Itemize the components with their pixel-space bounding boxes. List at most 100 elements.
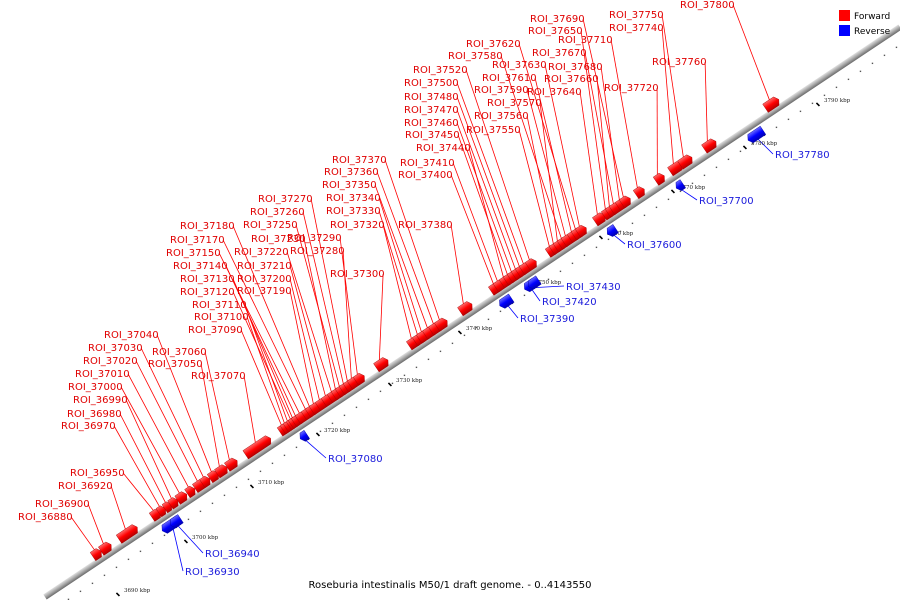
forward-feature-label[interactable]: ROI_37640 (527, 87, 582, 98)
forward-feature-label[interactable]: ROI_37330 (326, 206, 381, 217)
forward-feature-label[interactable]: ROI_37380 (398, 220, 453, 231)
forward-feature-label[interactable]: ROI_37350 (322, 180, 377, 191)
reverse-feature-label[interactable]: ROI_36930 (185, 567, 240, 578)
forward-feature-label[interactable]: ROI_37320 (330, 220, 385, 231)
forward-feature-label[interactable]: ROI_37300 (330, 269, 385, 280)
forward-feature[interactable] (373, 356, 391, 373)
forward-feature[interactable] (652, 172, 667, 186)
forward-feature-label[interactable]: ROI_37620 (466, 39, 521, 50)
forward-feature[interactable] (167, 496, 181, 510)
forward-feature-label[interactable]: ROI_37130 (180, 274, 235, 285)
forward-feature-label[interactable]: ROI_37550 (466, 125, 521, 136)
forward-feature-label[interactable]: ROI_37610 (482, 73, 537, 84)
forward-feature-label[interactable]: ROI_37410 (400, 158, 455, 169)
forward-feature-label[interactable]: ROI_37460 (404, 118, 459, 129)
forward-feature-label[interactable]: ROI_36920 (58, 481, 113, 492)
forward-feature[interactable] (762, 95, 782, 113)
forward-feature-label[interactable]: ROI_37290 (287, 233, 342, 244)
forward-feature-label[interactable]: ROI_37500 (404, 78, 459, 89)
forward-feature-label[interactable]: ROI_37360 (324, 167, 379, 178)
forward-feature-label[interactable]: ROI_37560 (474, 111, 529, 122)
forward-feature-label[interactable]: ROI_37220 (234, 247, 289, 258)
forward-feature[interactable] (618, 194, 633, 209)
forward-feature-label[interactable]: ROI_37230 (251, 234, 306, 245)
forward-feature[interactable] (161, 500, 174, 514)
forward-feature-label[interactable]: ROI_36970 (61, 421, 116, 432)
forward-feature-label[interactable]: ROI_37090 (188, 325, 243, 336)
forward-feature-label[interactable]: ROI_37250 (243, 220, 298, 231)
forward-feature[interactable] (199, 475, 213, 489)
forward-feature-label[interactable]: ROI_37030 (88, 343, 143, 354)
forward-feature[interactable] (434, 316, 450, 332)
forward-feature-label[interactable]: ROI_37670 (532, 48, 587, 59)
forward-feature-label[interactable]: ROI_37020 (83, 356, 138, 367)
forward-feature[interactable] (224, 456, 240, 472)
forward-feature[interactable] (457, 300, 475, 317)
forward-feature-label[interactable]: ROI_36980 (67, 409, 122, 420)
forward-feature-label[interactable]: ROI_37800 (680, 0, 735, 11)
forward-feature[interactable] (242, 434, 274, 460)
forward-feature[interactable] (115, 523, 140, 544)
reverse-feature[interactable] (673, 179, 686, 193)
forward-feature-label[interactable]: ROI_37590 (474, 85, 529, 96)
forward-feature-label[interactable]: ROI_37270 (258, 194, 313, 205)
forward-feature-label[interactable]: ROI_37630 (492, 60, 547, 71)
forward-feature-label[interactable]: ROI_37060 (152, 347, 207, 358)
forward-feature[interactable] (632, 185, 647, 200)
forward-feature[interactable] (701, 137, 719, 154)
forward-feature-label[interactable]: ROI_36990 (73, 395, 128, 406)
forward-feature-label[interactable]: ROI_37120 (180, 287, 235, 298)
reverse-feature[interactable] (168, 514, 184, 529)
forward-feature-label[interactable]: ROI_37170 (170, 235, 225, 246)
forward-feature-label[interactable]: ROI_37570 (487, 98, 542, 109)
reverse-feature-label[interactable]: ROI_37430 (566, 282, 621, 293)
forward-feature-label[interactable]: ROI_37660 (544, 74, 599, 85)
reverse-feature-label[interactable]: ROI_37700 (699, 196, 754, 207)
forward-feature[interactable] (677, 153, 695, 170)
reverse-feature[interactable] (497, 293, 515, 310)
forward-feature[interactable] (214, 463, 230, 479)
forward-feature-label[interactable]: ROI_37440 (416, 143, 471, 154)
forward-feature-label[interactable]: ROI_37180 (180, 221, 235, 232)
forward-feature-label[interactable]: ROI_37000 (68, 382, 123, 393)
forward-feature-label[interactable]: ROI_37690 (530, 14, 585, 25)
forward-feature-label[interactable]: ROI_37400 (398, 170, 453, 181)
forward-feature-label[interactable]: ROI_37010 (75, 369, 130, 380)
forward-feature[interactable] (574, 224, 589, 238)
forward-feature-label[interactable]: ROI_37520 (413, 65, 468, 76)
forward-feature-label[interactable]: ROI_37070 (191, 371, 246, 382)
forward-feature-label[interactable]: ROI_37110 (192, 300, 247, 311)
forward-feature-label[interactable]: ROI_37260 (250, 207, 305, 218)
forward-feature-label[interactable]: ROI_37710 (558, 35, 613, 46)
forward-feature[interactable] (524, 257, 539, 272)
forward-feature-label[interactable]: ROI_37750 (609, 10, 664, 21)
forward-feature[interactable] (155, 504, 168, 518)
forward-feature-label[interactable]: ROI_37450 (405, 130, 460, 141)
forward-feature-label[interactable]: ROI_37480 (404, 92, 459, 103)
forward-feature[interactable] (352, 372, 367, 386)
forward-feature[interactable] (174, 490, 190, 505)
forward-feature-label[interactable]: ROI_37580 (448, 51, 503, 62)
reverse-feature[interactable] (526, 275, 542, 291)
forward-feature-label[interactable]: ROI_37280 (290, 246, 345, 257)
forward-feature-label[interactable]: ROI_37470 (404, 105, 459, 116)
forward-feature-label[interactable]: ROI_36950 (70, 468, 125, 479)
forward-feature-label[interactable]: ROI_37650 (528, 26, 583, 37)
reverse-feature[interactable] (605, 224, 619, 238)
forward-feature-label[interactable]: ROI_37200 (237, 274, 292, 285)
reverse-feature-label[interactable]: ROI_37600 (627, 240, 682, 251)
forward-feature-label[interactable]: ROI_36900 (35, 499, 90, 510)
forward-feature-label[interactable]: ROI_37210 (237, 261, 292, 272)
reverse-feature[interactable] (745, 125, 767, 144)
forward-feature-label[interactable]: ROI_37040 (104, 330, 159, 341)
reverse-feature-label[interactable]: ROI_37780 (775, 150, 830, 161)
forward-feature-label[interactable]: ROI_37340 (326, 193, 381, 204)
reverse-feature-label[interactable]: ROI_37080 (328, 454, 383, 465)
forward-feature-label[interactable]: ROI_37190 (237, 286, 292, 297)
forward-feature-label[interactable]: ROI_37740 (609, 23, 664, 34)
forward-feature-label[interactable]: ROI_37140 (173, 261, 228, 272)
forward-feature-label[interactable]: ROI_37760 (652, 57, 707, 68)
forward-feature-label[interactable]: ROI_37050 (148, 359, 203, 370)
forward-feature-label[interactable]: ROI_37720 (604, 83, 659, 94)
